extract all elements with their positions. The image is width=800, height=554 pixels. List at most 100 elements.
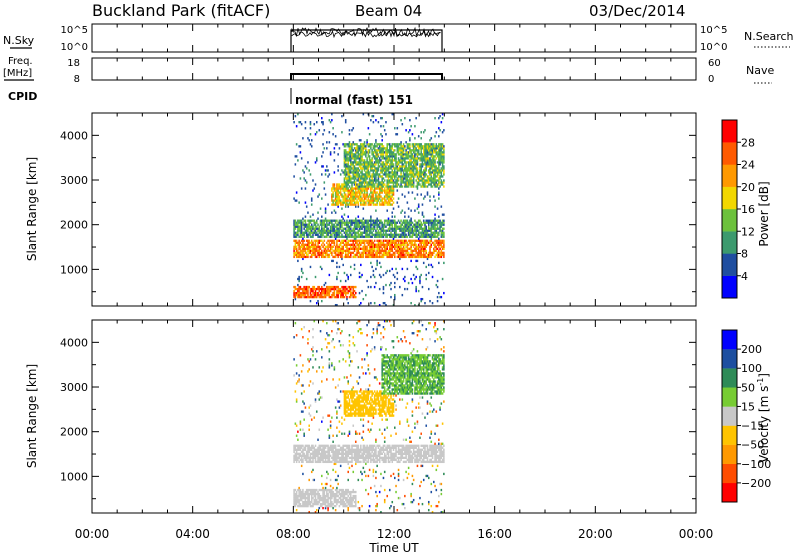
heatmap-cell bbox=[351, 223, 353, 226]
heatmap-cell bbox=[377, 229, 380, 232]
heatmap-cell bbox=[420, 153, 422, 156]
heatmap-cell bbox=[421, 163, 424, 166]
heatmap-cell bbox=[339, 227, 342, 230]
heatmap-cell bbox=[391, 169, 394, 172]
heatmap-cell bbox=[299, 145, 302, 148]
heatmap-cell bbox=[339, 500, 342, 504]
heatmap-cell bbox=[360, 243, 362, 246]
heatmap-cell bbox=[327, 239, 329, 242]
heatmap-cell bbox=[405, 249, 407, 253]
heatmap-cell bbox=[425, 143, 428, 146]
heatmap-cell bbox=[331, 450, 333, 453]
heatmap-cell bbox=[394, 155, 396, 158]
heatmap-cell bbox=[317, 241, 319, 244]
heatmap-cell bbox=[307, 219, 309, 222]
heatmap-cell bbox=[336, 253, 338, 257]
heatmap-cell bbox=[386, 233, 389, 236]
heatmap-cell bbox=[352, 157, 355, 160]
heatmap-cell bbox=[401, 255, 404, 259]
heatmap-cell bbox=[307, 291, 309, 295]
heatmap-cell bbox=[439, 175, 441, 178]
heatmap-cell bbox=[304, 293, 307, 297]
heatmap-cell bbox=[302, 287, 304, 291]
heatmap-cell bbox=[337, 221, 339, 224]
heatmap-cell bbox=[438, 191, 440, 194]
heatmap-cell bbox=[382, 155, 385, 158]
heatmap-cell bbox=[396, 201, 399, 204]
heatmap-cell bbox=[354, 235, 357, 238]
heatmap-cell bbox=[411, 249, 414, 253]
heatmap-cell bbox=[356, 179, 358, 182]
heatmap-cell bbox=[441, 131, 444, 134]
heatmap-cell bbox=[302, 245, 304, 248]
heatmap-cell bbox=[363, 189, 366, 192]
heatmap-cell bbox=[299, 444, 302, 447]
heatmap-cell bbox=[356, 151, 358, 154]
heatmap-cell bbox=[294, 235, 297, 238]
heatmap-cell bbox=[337, 448, 339, 451]
heatmap-cell bbox=[344, 504, 347, 508]
heatmap-cell bbox=[424, 175, 426, 178]
heatmap-cell bbox=[388, 191, 391, 194]
heatmap-cell bbox=[341, 416, 343, 419]
heatmap-cell bbox=[368, 239, 371, 242]
heatmap-cell bbox=[390, 219, 392, 222]
heatmap-cell bbox=[416, 151, 419, 154]
heatmap-cell bbox=[362, 167, 365, 170]
heatmap-cell bbox=[363, 145, 366, 148]
heatmap-cell bbox=[391, 113, 394, 116]
heatmap-cell bbox=[347, 235, 349, 238]
heatmap-cell bbox=[313, 448, 316, 451]
heatmap-cell bbox=[378, 181, 381, 184]
heatmap-cell bbox=[358, 225, 361, 228]
heatmap-cell bbox=[348, 247, 351, 251]
heatmap-cell bbox=[299, 502, 302, 506]
heatmap-cell bbox=[305, 231, 308, 234]
heatmap-cell bbox=[338, 504, 341, 508]
heatmap-cell bbox=[352, 291, 355, 295]
heatmap-cell bbox=[392, 229, 395, 232]
heatmap-cell bbox=[327, 454, 329, 458]
heatmap-cell bbox=[346, 197, 348, 200]
heatmap-cell bbox=[297, 293, 299, 297]
heatmap-cell bbox=[402, 159, 405, 162]
heatmap-cell bbox=[342, 450, 344, 453]
heatmap-cell bbox=[385, 201, 387, 204]
heatmap-cell bbox=[315, 460, 318, 464]
heatmap-cell bbox=[375, 163, 377, 166]
heatmap-cell bbox=[343, 187, 346, 190]
heatmap-cell bbox=[361, 151, 363, 154]
heatmap-cell bbox=[303, 492, 305, 496]
heatmap-cell bbox=[358, 155, 361, 158]
heatmap-cell bbox=[387, 179, 390, 182]
heatmap-cell bbox=[331, 446, 333, 449]
heatmap-cell bbox=[308, 502, 310, 506]
heatmap-cell bbox=[396, 251, 399, 255]
heatmap-cell bbox=[385, 251, 387, 255]
heatmap-cell bbox=[344, 157, 347, 160]
heatmap-cell bbox=[407, 145, 410, 148]
heatmap-cell bbox=[390, 223, 392, 226]
heatmap-cell bbox=[370, 203, 372, 206]
heatmap-cell bbox=[375, 155, 377, 158]
heatmap-cell bbox=[313, 498, 316, 502]
heatmap-cell bbox=[327, 446, 329, 449]
heatmap-cell bbox=[424, 195, 426, 198]
heatmap-cell bbox=[298, 229, 300, 232]
heatmap-cell bbox=[419, 169, 421, 172]
heatmap-cell bbox=[407, 155, 410, 158]
heatmap-cell bbox=[406, 249, 409, 253]
heatmap-cell bbox=[427, 253, 430, 257]
heatmap-cell bbox=[334, 247, 337, 251]
heatmap-cell bbox=[333, 209, 336, 212]
heatmap-cell bbox=[435, 227, 438, 230]
heatmap-cell bbox=[435, 185, 438, 188]
heatmap-cell bbox=[412, 161, 415, 164]
heatmap-cell bbox=[405, 169, 407, 172]
heatmap-cell bbox=[334, 219, 337, 222]
heatmap-cell bbox=[436, 175, 439, 178]
heatmap-cell bbox=[414, 125, 416, 128]
heatmap-cell bbox=[329, 233, 332, 236]
heatmap-cell bbox=[347, 277, 349, 281]
heatmap-cell bbox=[321, 253, 323, 257]
